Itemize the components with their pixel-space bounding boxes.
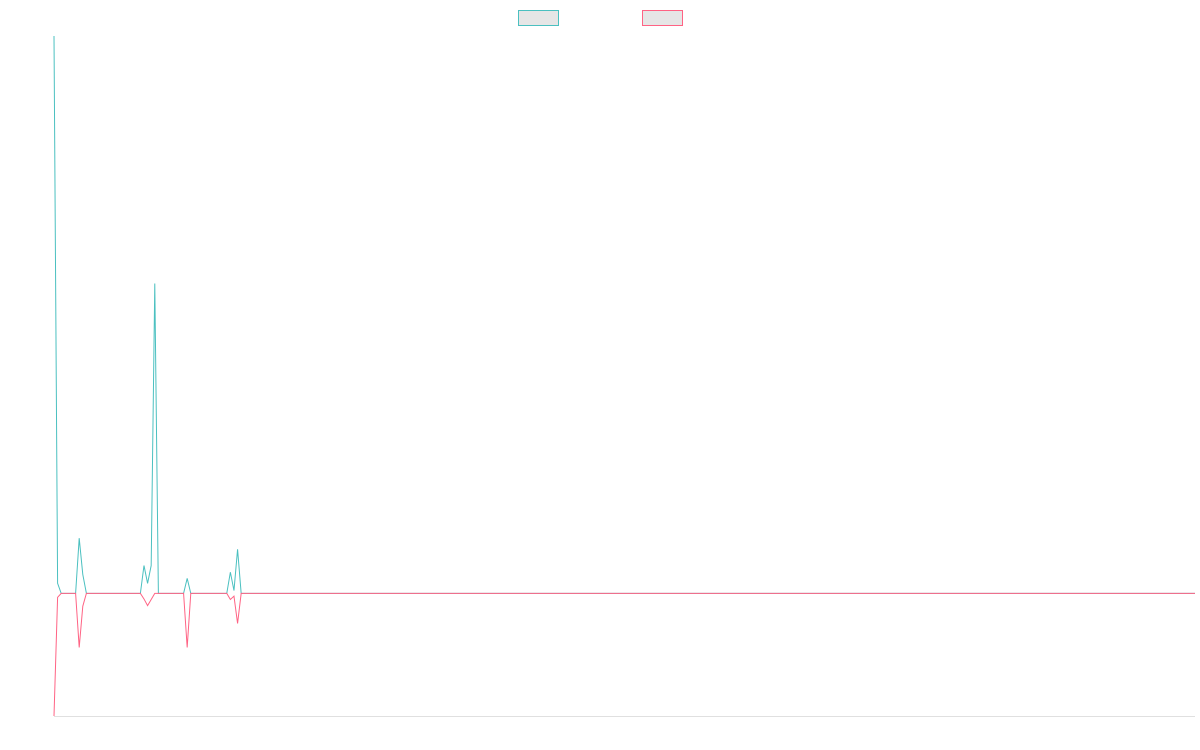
legend-swatch [642, 10, 683, 26]
series-line [53, 35, 1195, 594]
legend-swatch [518, 10, 559, 26]
series-line [53, 592, 1195, 717]
